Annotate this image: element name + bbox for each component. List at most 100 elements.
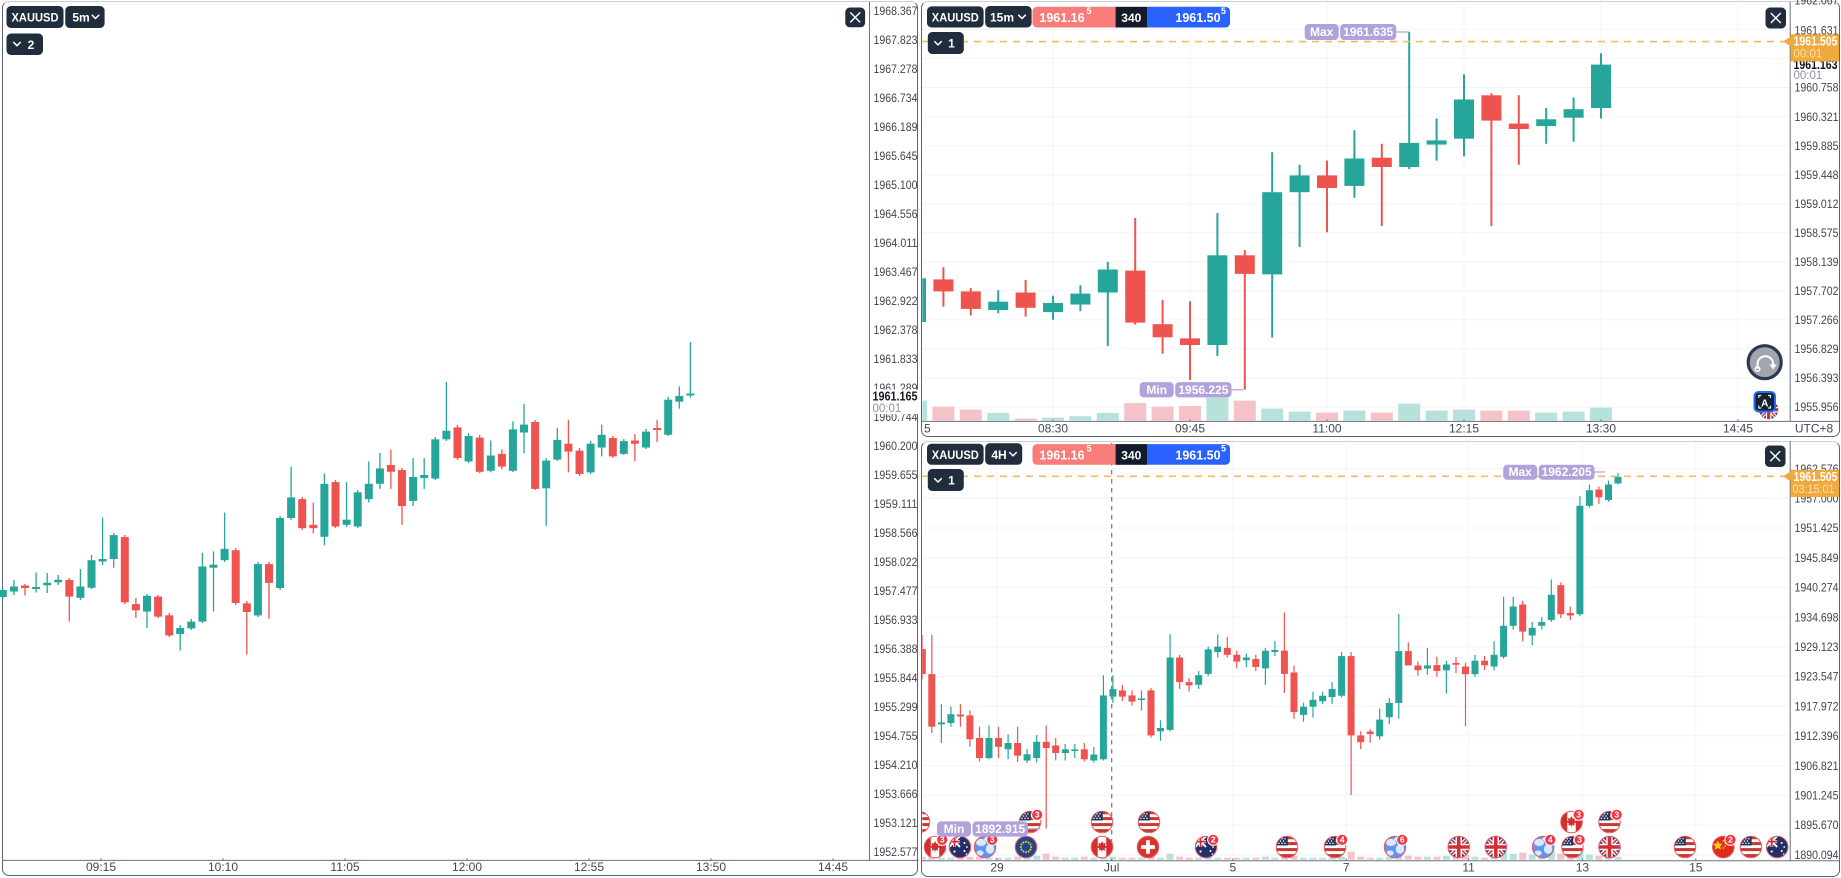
svg-text:1961.50: 1961.50	[1175, 11, 1220, 25]
svg-text:1961.505: 1961.505	[1794, 34, 1838, 48]
svg-text:3: 3	[1614, 810, 1619, 820]
svg-text:340: 340	[1121, 11, 1141, 25]
svg-text:Max: Max	[1310, 25, 1334, 39]
svg-text:XAUUSD: XAUUSD	[932, 448, 979, 462]
svg-text:3: 3	[1577, 835, 1582, 845]
svg-text:1966.189: 1966.189	[874, 120, 918, 134]
svg-text:00:01: 00:01	[873, 403, 902, 415]
svg-text:1952.577: 1952.577	[874, 845, 918, 859]
svg-text:1958.139: 1958.139	[1795, 255, 1839, 269]
svg-text:1895.670: 1895.670	[1795, 818, 1839, 832]
svg-text:1963.467: 1963.467	[874, 265, 918, 279]
svg-text:1962.922: 1962.922	[874, 294, 918, 308]
svg-text:1959.448: 1959.448	[1795, 168, 1839, 182]
svg-text:1961.16: 1961.16	[1039, 448, 1084, 462]
svg-text:1961.635: 1961.635	[1343, 25, 1393, 39]
svg-text:1890.094: 1890.094	[1795, 848, 1839, 862]
svg-text:1960.200: 1960.200	[874, 439, 918, 453]
svg-text:1961.165: 1961.165	[873, 390, 918, 404]
svg-text:15m: 15m	[990, 11, 1014, 25]
svg-text:1958.566: 1958.566	[874, 526, 918, 540]
svg-text:Min: Min	[1146, 383, 1167, 397]
svg-text:1957.477: 1957.477	[874, 584, 918, 598]
svg-text:14:45: 14:45	[1723, 422, 1753, 436]
svg-text:1961.505: 1961.505	[1794, 470, 1838, 484]
svg-text:1958.022: 1958.022	[874, 555, 918, 569]
svg-text:4: 4	[1340, 835, 1345, 845]
svg-text:14:45: 14:45	[818, 860, 848, 874]
svg-text:1951.425: 1951.425	[1795, 521, 1839, 535]
svg-text:13:50: 13:50	[696, 860, 726, 874]
svg-text:5: 5	[1221, 443, 1226, 453]
svg-text:1945.849: 1945.849	[1795, 551, 1839, 565]
svg-text:1961.16: 1961.16	[1039, 11, 1084, 25]
svg-text:1956.933: 1956.933	[874, 613, 918, 627]
svg-text:12:55: 12:55	[574, 860, 604, 874]
svg-text:13:30: 13:30	[1586, 422, 1616, 436]
svg-text:2: 2	[28, 38, 35, 52]
svg-text:11: 11	[1462, 861, 1475, 875]
svg-text:1955.956: 1955.956	[1795, 400, 1839, 414]
svg-text:10:10: 10:10	[208, 860, 238, 874]
svg-text:1956.388: 1956.388	[874, 642, 918, 656]
svg-text:A: A	[1761, 399, 1768, 410]
svg-text:1: 1	[948, 37, 955, 51]
svg-text:1953.121: 1953.121	[874, 816, 918, 830]
svg-text:1959.012: 1959.012	[1795, 197, 1839, 211]
svg-text:15: 15	[1689, 861, 1703, 875]
svg-text:5: 5	[1087, 6, 1092, 16]
svg-text:1892.915: 1892.915	[975, 822, 1025, 836]
svg-text:09:15: 09:15	[86, 860, 116, 874]
svg-text:XAUUSD: XAUUSD	[932, 11, 979, 25]
svg-text:Max: Max	[1509, 465, 1533, 479]
svg-text:Jul: Jul	[1104, 861, 1119, 875]
svg-text:1917.972: 1917.972	[1795, 699, 1839, 713]
svg-text:11:00: 11:00	[1312, 422, 1341, 436]
svg-text:1959.111: 1959.111	[874, 497, 918, 511]
svg-text:1940.274: 1940.274	[1795, 581, 1839, 595]
svg-text:1962.067: 1962.067	[1795, 0, 1839, 7]
svg-text:29: 29	[990, 861, 1004, 875]
svg-text:3: 3	[940, 835, 945, 845]
svg-text:5: 5	[1229, 861, 1236, 875]
svg-text:1956.225: 1956.225	[1178, 383, 1228, 397]
svg-text:12:15: 12:15	[1449, 422, 1479, 436]
svg-text:1: 1	[948, 474, 955, 488]
svg-text:5: 5	[1087, 443, 1092, 453]
svg-text:1958.575: 1958.575	[1795, 226, 1839, 240]
svg-text:1961.833: 1961.833	[874, 352, 918, 366]
svg-text:1923.547: 1923.547	[1795, 670, 1839, 684]
svg-text:4H: 4H	[991, 448, 1006, 462]
svg-text:1956.393: 1956.393	[1795, 371, 1839, 385]
svg-text:1954.210: 1954.210	[874, 758, 918, 772]
svg-text:4: 4	[1548, 835, 1553, 845]
svg-text:UTC+8: UTC+8	[1795, 422, 1834, 436]
svg-text:1960.758: 1960.758	[1795, 81, 1839, 95]
svg-text:1957.702: 1957.702	[1795, 284, 1839, 298]
svg-text:11:05: 11:05	[330, 860, 359, 874]
svg-text:1912.396: 1912.396	[1795, 729, 1839, 743]
svg-text:1965.645: 1965.645	[874, 149, 918, 163]
svg-text:1955.299: 1955.299	[874, 700, 918, 714]
svg-text:XAUUSD: XAUUSD	[12, 11, 59, 25]
svg-text:1962.378: 1962.378	[874, 323, 918, 337]
svg-text:3: 3	[990, 835, 995, 845]
svg-text:00:01: 00:01	[1794, 70, 1823, 82]
svg-text:1954.755: 1954.755	[874, 729, 918, 743]
svg-text:2: 2	[1728, 835, 1733, 845]
svg-text:1959.885: 1959.885	[1795, 139, 1839, 153]
svg-text:1966.734: 1966.734	[874, 91, 918, 105]
svg-text:2: 2	[1211, 835, 1216, 845]
svg-text:1955.844: 1955.844	[874, 671, 918, 685]
svg-text:1961.631: 1961.631	[1795, 23, 1839, 37]
svg-text:1956.829: 1956.829	[1795, 342, 1839, 356]
svg-text:340: 340	[1121, 448, 1141, 462]
svg-text:1967.823: 1967.823	[874, 33, 918, 47]
svg-text:Min: Min	[944, 822, 965, 836]
svg-text:1901.245: 1901.245	[1795, 789, 1839, 803]
svg-text:1965.100: 1965.100	[874, 178, 918, 192]
svg-text:1962.205: 1962.205	[1542, 465, 1592, 479]
svg-text:1934.698: 1934.698	[1795, 610, 1839, 624]
svg-text:13: 13	[1576, 861, 1590, 875]
svg-text:1968.367: 1968.367	[874, 4, 918, 18]
